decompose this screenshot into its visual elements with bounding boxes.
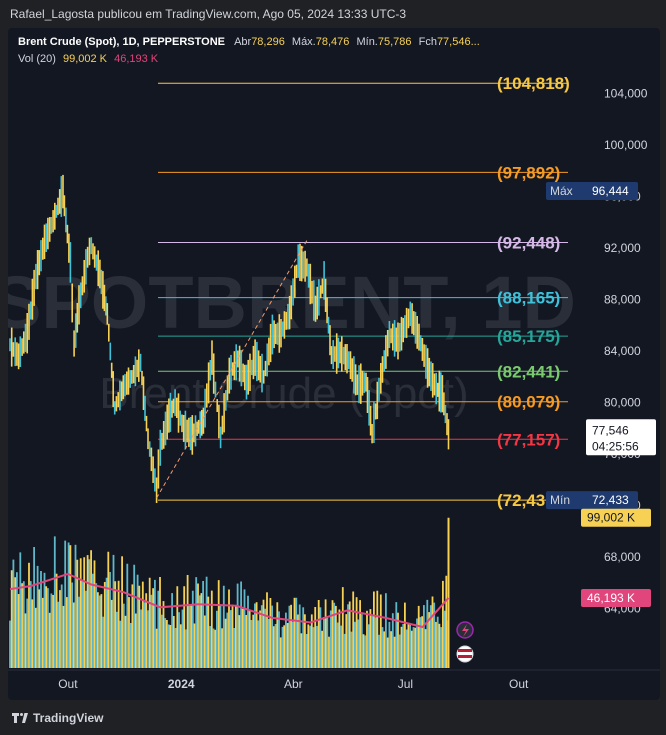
watermark-name: Brent Crude (Spot) [99, 369, 468, 418]
last-price-badge-bg [586, 419, 656, 456]
last-price-countdown: 04:25:56 [592, 439, 639, 453]
price-tick-label: 84,000 [604, 344, 641, 358]
level-label: (82,441) [497, 362, 560, 381]
price-tick-label: 68,000 [604, 550, 641, 564]
publisher-bar: Rafael_Lagosta publicou em TradingView.c… [0, 0, 666, 30]
max-badge-bg [546, 182, 638, 201]
flag-icon [456, 645, 474, 663]
tradingview-brand[interactable]: TradingView [12, 711, 103, 725]
volume-legend: Vol (20) 99,002 K 46,193 K [18, 53, 158, 65]
volume-ma-line [9, 572, 450, 629]
level-label: (104,818) [497, 74, 570, 93]
legend-close-value: 77,546... [436, 36, 480, 48]
volume-legend-value: 99,002 K [62, 53, 108, 65]
volume-ma-badge-bg [581, 589, 651, 607]
tradingview-brand-label: TradingView [33, 711, 104, 725]
publisher-line: Rafael_Lagosta publicou em TradingView.c… [10, 7, 407, 21]
level-label: (92,448) [497, 233, 560, 252]
price-tick-label: 88,000 [604, 293, 641, 307]
time-tick-label: 2024 [168, 677, 195, 691]
max-badge-label: Máx [550, 184, 573, 198]
level-label: (72,43 [497, 491, 545, 510]
volume-ma-legend-value: 46,193 K [114, 53, 159, 65]
max-badge-value: 96,444 [592, 184, 629, 198]
legend-close-label: Fch [418, 36, 437, 48]
volume-badge-bg [581, 508, 651, 527]
flag-stripe-icon [458, 655, 472, 658]
level-label: (80,079) [497, 393, 560, 412]
min-badge-label: Mín [550, 493, 570, 507]
level-label: (85,175) [497, 327, 560, 346]
time-tick-label: Jul [398, 677, 413, 691]
ohlc-legend: Brent Crude (Spot), 1D, PEPPERSTONE Abr7… [18, 36, 480, 48]
volume-ma-badge-value: 46,193 K [587, 591, 635, 605]
legend-high-label: Máx. [291, 36, 316, 48]
min-badge-value: 72,433 [592, 493, 629, 507]
legend-symbol: Brent Crude (Spot), 1D, PEPPERSTONE [18, 36, 225, 48]
price-tick-label: 100,000 [604, 138, 648, 152]
flag-stripe-icon [458, 649, 472, 652]
min-badge-bg [546, 491, 638, 510]
chart-panel[interactable]: SPOTBRENT, 1D Brent Crude (Spot) 104,000 10… [8, 28, 660, 700]
footer: TradingView [0, 702, 666, 735]
volume-badge-value: 99,002 K [587, 511, 635, 525]
legend-open-value: 78,296 [251, 36, 285, 48]
tradingview-logo-icon [12, 713, 28, 723]
last-price-value: 77,546 [592, 423, 629, 437]
price-tick-label: 80,000 [604, 396, 641, 410]
legend-low-value: 75,786 [377, 36, 412, 48]
lightning-glyph-icon [462, 624, 469, 637]
time-tick-label: Out [509, 677, 529, 691]
price-tick-label: 92,000 [604, 241, 641, 255]
level-label: (88,165) [497, 289, 560, 308]
legend-high-value: 78,476 [315, 36, 350, 48]
time-tick-label: Out [58, 677, 78, 691]
level-label: (77,157) [497, 430, 560, 449]
time-tick-label: Abr [284, 677, 303, 691]
level-label: (97,892) [497, 163, 560, 182]
legend-low-label: Mín. [356, 36, 378, 48]
price-tick-label: 104,000 [604, 87, 648, 101]
legend-open-label: Abr [234, 36, 252, 48]
volume-legend-label: Vol (20) [18, 53, 56, 65]
trend-line [156, 240, 308, 499]
